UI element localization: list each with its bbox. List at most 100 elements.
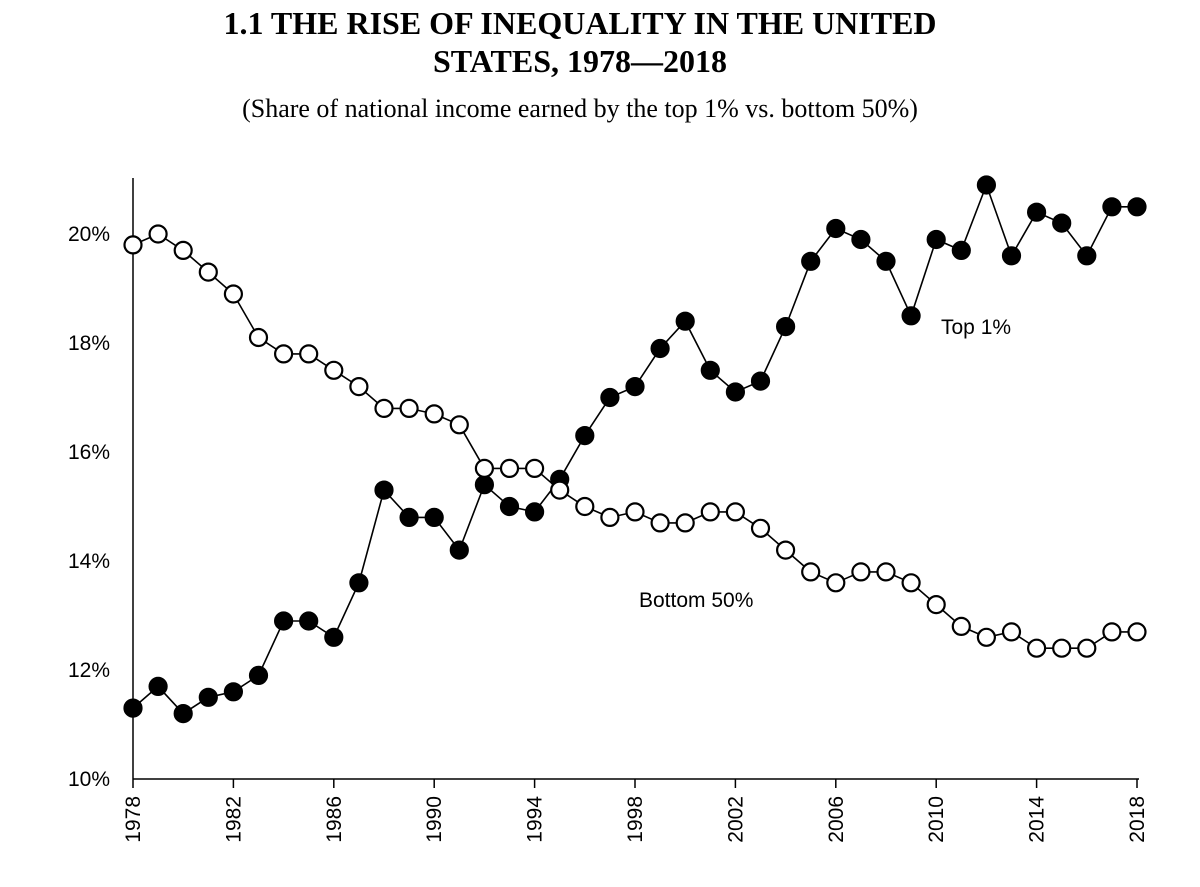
- data-point-bottom-50: [524, 458, 545, 478]
- data-point-bottom-50: [248, 327, 269, 348]
- data-point-top-1: [449, 540, 469, 560]
- data-point-bottom-50: [801, 562, 821, 582]
- annotation-bottom-50: Bottom 50%: [639, 589, 753, 612]
- data-point-top-1: [123, 698, 143, 718]
- data-point-bottom-50: [851, 562, 871, 582]
- data-point-bottom-50: [1052, 638, 1072, 658]
- data-point-bottom-50: [123, 235, 143, 255]
- data-point-top-1: [248, 665, 269, 686]
- x-tick-label: 2002: [724, 796, 747, 843]
- data-point-top-1: [926, 229, 946, 250]
- data-point-bottom-50: [700, 502, 720, 522]
- data-point-top-1: [524, 502, 545, 522]
- data-point-top-1: [299, 611, 319, 631]
- data-point-bottom-50: [675, 513, 695, 533]
- data-point-top-1: [499, 496, 520, 517]
- x-tick-label: 1998: [624, 796, 647, 843]
- x-tick-label: 1986: [323, 796, 346, 843]
- data-point-top-1: [750, 371, 771, 391]
- y-tick-label: 10%: [68, 768, 110, 791]
- data-point-top-1: [801, 251, 821, 271]
- data-point-bottom-50: [1102, 622, 1122, 642]
- data-point-bottom-50: [826, 573, 846, 593]
- data-point-top-1: [675, 311, 695, 331]
- data-point-top-1: [976, 175, 997, 195]
- series-markers: [123, 175, 1147, 724]
- data-point-bottom-50: [223, 284, 243, 304]
- data-point-top-1: [1102, 197, 1122, 217]
- data-point-top-1: [324, 627, 344, 647]
- axes: 10% 12% 14% 16% 18% 20% 1978 1982 1986 1990 1994 19…: [68, 178, 1149, 843]
- data-point-bottom-50: [1077, 638, 1097, 658]
- series-line-bottom-50: [132, 233, 1137, 650]
- x-tick-label: 2010: [925, 796, 948, 843]
- x-tick-label: 2006: [825, 796, 848, 843]
- data-point-bottom-50: [725, 502, 746, 522]
- chart-title: 1.1 THE RISE OF INEQUALITY IN THE UNITED…: [0, 4, 1160, 80]
- data-point-top-1: [399, 507, 419, 528]
- y-tick-label: 14%: [68, 550, 110, 573]
- y-tick-label: 20%: [68, 223, 110, 246]
- data-point-bottom-50: [951, 616, 971, 637]
- data-point-bottom-50: [474, 458, 494, 478]
- data-point-bottom-50: [750, 518, 771, 538]
- data-point-bottom-50: [926, 594, 946, 615]
- data-point-top-1: [951, 240, 971, 260]
- chart-title-line-2: STATES, 1978—2018: [433, 43, 727, 79]
- data-point-top-1: [223, 682, 243, 702]
- data-point-bottom-50: [449, 415, 469, 435]
- x-tick-label: 2018: [1126, 796, 1149, 843]
- data-point-bottom-50: [274, 344, 294, 364]
- data-point-top-1: [1127, 197, 1147, 217]
- x-tick-label: 1994: [524, 796, 547, 843]
- data-point-top-1: [1026, 202, 1047, 222]
- x-tick-label: 1982: [222, 796, 245, 843]
- data-point-bottom-50: [901, 573, 921, 593]
- x-tick-label: 2014: [1026, 796, 1049, 843]
- data-point-top-1: [775, 317, 796, 337]
- x-tick-label: 1978: [122, 796, 145, 843]
- data-point-bottom-50: [650, 513, 670, 533]
- x-tick-label: 1990: [423, 796, 446, 843]
- data-point-top-1: [374, 480, 394, 500]
- data-point-bottom-50: [976, 627, 997, 647]
- data-point-top-1: [901, 306, 921, 326]
- data-point-bottom-50: [299, 344, 319, 364]
- data-point-top-1: [625, 377, 645, 397]
- chart-subtitle: (Share of national income earned by the …: [242, 94, 918, 123]
- data-point-bottom-50: [1026, 638, 1047, 658]
- data-point-top-1: [700, 360, 720, 380]
- data-point-top-1: [650, 338, 670, 359]
- data-point-bottom-50: [424, 404, 444, 424]
- data-point-bottom-50: [1127, 622, 1147, 642]
- data-point-bottom-50: [173, 240, 193, 260]
- data-point-bottom-50: [499, 458, 520, 478]
- data-point-top-1: [274, 611, 294, 631]
- data-point-top-1: [349, 573, 369, 593]
- data-point-top-1: [876, 251, 896, 271]
- data-point-top-1: [1001, 246, 1022, 266]
- y-tick-label: 16%: [68, 441, 110, 464]
- data-point-bottom-50: [399, 398, 419, 418]
- data-point-top-1: [198, 687, 218, 707]
- data-point-bottom-50: [575, 496, 595, 517]
- data-point-bottom-50: [1001, 622, 1022, 642]
- chart-title-line-1: 1.1 THE RISE OF INEQUALITY IN THE UNITED: [223, 5, 937, 41]
- data-point-bottom-50: [876, 562, 896, 582]
- data-point-top-1: [1077, 246, 1097, 266]
- data-point-bottom-50: [775, 540, 796, 560]
- data-point-top-1: [725, 382, 746, 402]
- data-point-bottom-50: [198, 262, 218, 282]
- data-point-bottom-50: [625, 502, 645, 522]
- data-point-bottom-50: [374, 398, 394, 418]
- data-point-bottom-50: [550, 480, 570, 500]
- data-point-bottom-50: [324, 360, 344, 380]
- data-point-bottom-50: [349, 377, 369, 397]
- data-point-top-1: [826, 218, 846, 239]
- data-point-bottom-50: [148, 224, 168, 244]
- annotations: Top 1% Bottom 50%: [639, 316, 1011, 612]
- data-point-top-1: [1052, 213, 1072, 233]
- data-point-top-1: [474, 475, 494, 495]
- y-tick-label: 12%: [68, 659, 110, 682]
